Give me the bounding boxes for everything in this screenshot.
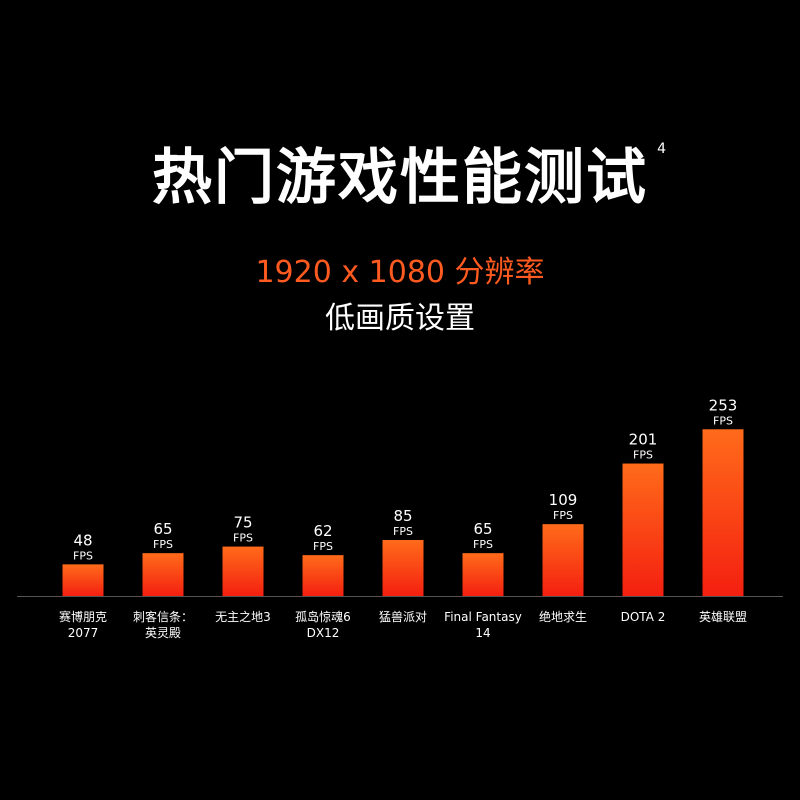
bar-value-label: 253 <box>709 396 738 414</box>
category-label: 14 <box>475 626 490 640</box>
bar-unit-label: FPS <box>473 538 493 551</box>
category-label: 赛博朋克 <box>59 609 107 624</box>
bar-unit-label: FPS <box>633 449 653 462</box>
page-title-text: 热门游戏性能测试 <box>152 143 648 213</box>
bar <box>302 555 344 596</box>
category-label: 2077 <box>68 626 99 640</box>
bar-unit-label: FPS <box>73 549 93 562</box>
bar-unit-label: FPS <box>233 532 253 545</box>
bar-unit-label: FPS <box>393 525 413 538</box>
page-title: 热门游戏性能测试 4 <box>152 138 666 218</box>
bar-value-label: 48 <box>73 531 92 549</box>
category-label: 无主之地3 <box>215 610 271 624</box>
labels-group: 48FPS赛博朋克207765FPS刺客信条：英灵殿75FPS无主之地362FP… <box>59 396 747 640</box>
bar <box>622 463 664 596</box>
bar-value-label: 65 <box>153 520 172 538</box>
category-label: 刺客信条： <box>133 609 193 624</box>
bar <box>382 539 424 596</box>
bar-unit-label: FPS <box>313 540 333 553</box>
bar-value-label: 109 <box>549 491 578 509</box>
bar <box>222 546 264 596</box>
bar-value-label: 201 <box>629 431 658 449</box>
bar <box>142 553 184 596</box>
category-label: DOTA 2 <box>621 610 666 624</box>
bar-value-label: 85 <box>393 507 412 525</box>
title-wrapper: 热门游戏性能测试 4 <box>0 138 800 218</box>
bar-value-label: 65 <box>473 520 492 538</box>
bar-unit-label: FPS <box>553 509 573 522</box>
bar <box>542 524 584 596</box>
bar <box>702 429 744 596</box>
category-label: 绝地求生 <box>539 609 587 624</box>
category-label: 孤岛惊魂6 <box>295 609 351 624</box>
bar <box>62 564 104 596</box>
bar-value-label: 75 <box>233 514 252 532</box>
category-label: 猛兽派对 <box>379 610 427 624</box>
title-footnote: 4 <box>657 141 668 157</box>
category-label: 英灵殿 <box>145 626 181 640</box>
bar-unit-label: FPS <box>713 414 733 427</box>
category-label: DX12 <box>307 626 340 640</box>
category-label: Final Fantasy <box>444 610 522 624</box>
category-label: 英雄联盟 <box>699 609 747 624</box>
bar-value-label: 62 <box>313 522 332 540</box>
resolution-subtitle: 1920 x 1080 分辨率 <box>255 255 545 290</box>
bars-group <box>62 429 744 596</box>
bar <box>462 553 504 596</box>
bar-unit-label: FPS <box>153 538 173 551</box>
quality-subtitle: 低画质设置 <box>325 301 475 336</box>
